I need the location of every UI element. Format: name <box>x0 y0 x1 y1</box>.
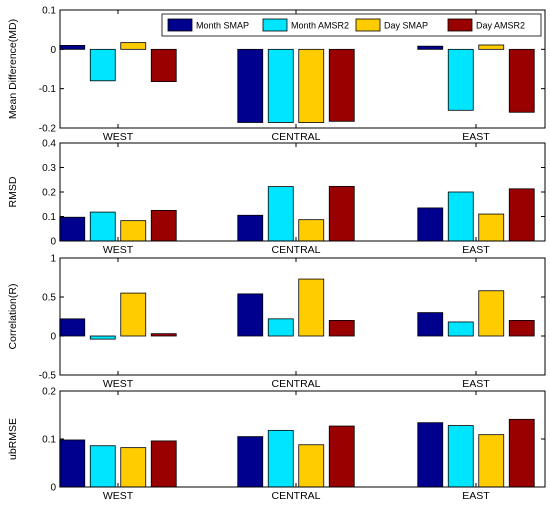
bar-p3-central-s3 <box>328 425 355 488</box>
legend-swatch <box>447 18 473 32</box>
y-tick-label: 0 <box>50 45 56 56</box>
y-tick-label: 0.1 <box>42 435 56 446</box>
bar-p2-east-s2 <box>478 290 505 337</box>
bar-p3-east-s0 <box>417 422 444 488</box>
bar-p3-east-s1 <box>447 425 474 488</box>
bar-p1-east-s2 <box>478 213 505 242</box>
y-tick-label: 0.4 <box>42 139 56 150</box>
bar-p2-west-s3 <box>150 333 177 337</box>
legend-entry-label: Day AMSR2 <box>476 21 525 31</box>
bar-p1-west-s0 <box>59 216 86 242</box>
x-category-label: WEST <box>103 244 134 256</box>
panel-frame <box>59 257 546 376</box>
panel-3: 0 0.1 0.2 WEST CENTRAL EAST ubRMSE <box>7 387 546 502</box>
bar-p3-west-s0 <box>59 439 86 488</box>
x-category-label: CENTRAL <box>271 490 320 502</box>
y-tick-label: 0.2 <box>42 387 56 398</box>
legend-swatch <box>262 18 288 32</box>
legend-entry-label: Month AMSR2 <box>291 21 349 31</box>
x-category-label: CENTRAL <box>271 244 320 256</box>
bar-p3-central-s2 <box>298 444 325 488</box>
panel-2: -0.5 0 0.5 1 WEST CENTRAL EAST Correlation(R) <box>7 254 546 390</box>
bar-p3-central-s0 <box>237 436 264 488</box>
bar-p0-west-s2 <box>120 42 147 50</box>
bar-p2-central-s2 <box>298 278 325 337</box>
bar-p3-east-s3 <box>508 418 535 488</box>
bar-p3-central-s1 <box>267 429 294 488</box>
y-tick-label: 0 <box>50 332 56 343</box>
bar-p0-east-s3 <box>508 48 535 113</box>
y-tick-label: 0.2 <box>42 188 56 199</box>
bar-p1-central-s2 <box>298 219 325 242</box>
legend: Month SMAP Month AMSR2 Day SMAP Day AMSR2 <box>161 13 542 37</box>
y-tick-label: 0 <box>50 483 56 494</box>
panel-0: -0.2 -0.1 0 0.1 WEST CENTRAL EAST Mean Differen… <box>7 6 546 143</box>
bar-p1-central-s1 <box>267 186 294 242</box>
bar-p2-east-s3 <box>508 319 535 337</box>
legend-swatch <box>167 18 193 32</box>
bar-p0-west-s1 <box>89 48 116 82</box>
y-axis-label: Mean Difference(MD) <box>7 19 19 119</box>
y-tick-label: -0.1 <box>39 84 57 95</box>
y-tick-label: 0.3 <box>42 163 56 174</box>
bar-p2-west-s1 <box>89 335 116 340</box>
x-category-label: CENTRAL <box>271 131 320 143</box>
bar-p2-east-s0 <box>417 312 444 337</box>
bar-p0-west-s0 <box>59 45 86 50</box>
bar-p3-east-s2 <box>478 434 505 488</box>
y-tick-label: -0.5 <box>39 371 57 382</box>
bar-p1-central-s3 <box>328 185 355 242</box>
bar-p0-central-s1 <box>267 48 294 123</box>
bar-p0-central-s2 <box>298 48 325 123</box>
y-tick-label: 0.1 <box>42 6 56 17</box>
panel-frame <box>59 9 546 129</box>
bar-p0-west-s3 <box>150 48 177 82</box>
bar-p0-central-s0 <box>237 48 264 123</box>
bar-p1-west-s1 <box>89 211 116 242</box>
y-tick-label: 1 <box>50 254 56 265</box>
y-tick-label: 0.1 <box>42 212 56 223</box>
bar-p1-east-s3 <box>508 188 535 242</box>
x-category-label: EAST <box>462 378 490 390</box>
y-tick-label: 0.5 <box>42 293 56 304</box>
x-category-label: CENTRAL <box>271 378 320 390</box>
y-axis-label: RMSD <box>7 176 19 207</box>
panel-1: 0 0.1 0.2 0.3 0.4 WEST CENTRAL EAST RMSD <box>7 139 546 256</box>
bar-p2-east-s1 <box>447 321 474 337</box>
x-category-label: EAST <box>462 131 490 143</box>
legend-box <box>161 13 542 37</box>
x-category-label: WEST <box>103 131 134 143</box>
bar-p0-east-s2 <box>478 44 505 50</box>
legend-entry-label: Month SMAP <box>196 21 249 31</box>
x-category-label: EAST <box>462 244 490 256</box>
bar-p2-central-s0 <box>237 293 264 337</box>
bar-p2-west-s0 <box>59 318 86 337</box>
y-axis-label: Correlation(R) <box>7 284 19 350</box>
y-tick-label: 0 <box>50 237 56 248</box>
bar-p0-east-s0 <box>417 45 444 50</box>
x-category-label: EAST <box>462 490 490 502</box>
bar-p0-central-s3 <box>328 48 355 122</box>
bar-p2-central-s3 <box>328 319 355 337</box>
legend-swatch <box>355 18 381 32</box>
bar-p1-central-s0 <box>237 214 264 242</box>
bar-p1-west-s3 <box>150 209 177 242</box>
bar-p2-central-s1 <box>267 318 294 337</box>
bar-p1-west-s2 <box>120 220 147 242</box>
bar-p3-west-s1 <box>89 445 116 488</box>
legend-entry-label: Day SMAP <box>384 21 428 31</box>
y-tick-label: -0.2 <box>39 124 57 135</box>
bar-p3-west-s2 <box>120 447 147 488</box>
bar-p1-east-s1 <box>447 191 474 242</box>
bar-p3-west-s3 <box>150 440 177 488</box>
bar-p1-east-s0 <box>417 207 444 242</box>
bar-p2-west-s2 <box>120 292 147 337</box>
x-category-label: WEST <box>103 378 134 390</box>
x-category-label: WEST <box>103 490 134 502</box>
bar-p0-east-s1 <box>447 48 474 111</box>
y-axis-label: ubRMSE <box>7 418 19 460</box>
